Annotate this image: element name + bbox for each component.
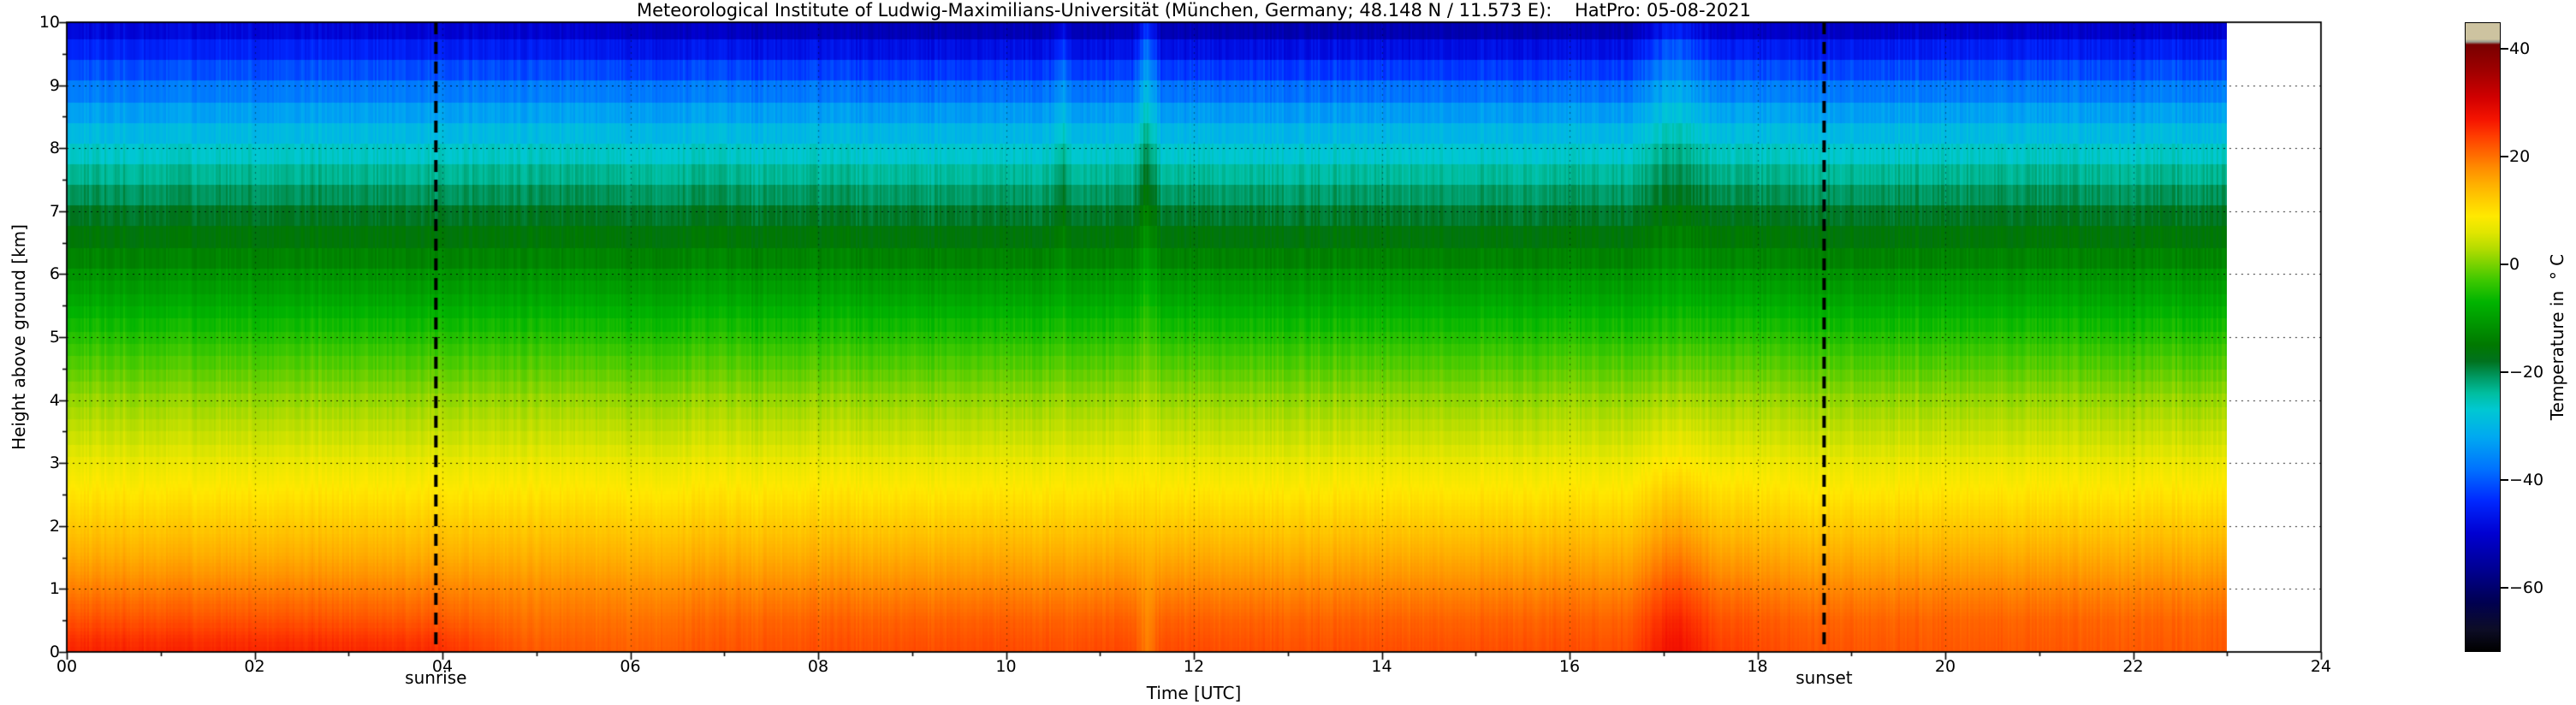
y-tick-label: 7 — [49, 201, 60, 221]
x-tick-label: 16 — [1558, 657, 1581, 676]
y-tick-label: 0 — [49, 643, 60, 661]
colorbar-tick-label: 40 — [2509, 39, 2531, 59]
y-tick-label: 10 — [39, 13, 60, 32]
x-tick-label: 02 — [244, 657, 265, 676]
y-tick-label: 4 — [49, 390, 60, 410]
y-tick-label: 9 — [49, 75, 60, 95]
sunset-label: sunset — [1795, 667, 1853, 688]
colorbar-tick — [2501, 156, 2508, 158]
y-tick-label: 3 — [49, 453, 60, 473]
colorbar-tick — [2501, 586, 2508, 589]
colorbar-tick-label: 20 — [2509, 147, 2531, 167]
x-tick-label: 00 — [56, 657, 78, 676]
colorbar-tick — [2501, 370, 2508, 373]
colorbar-tick — [2501, 48, 2508, 50]
x-tick-label: 06 — [620, 657, 641, 676]
x-tick-label: 14 — [1371, 657, 1392, 676]
colorbar-tick — [2501, 264, 2508, 266]
colorbar-tick-label: −40 — [2509, 470, 2544, 489]
y-tick-label: 1 — [49, 579, 60, 599]
y-axis-label: Height above ground [km] — [9, 224, 29, 450]
colorbar — [2465, 22, 2501, 652]
x-axis-label: Time [UTC] — [1146, 683, 1242, 703]
colorbar-label: Temperature in ° C — [2547, 253, 2567, 421]
x-tick-label: 24 — [2310, 657, 2332, 676]
x-tick-label: 22 — [2122, 657, 2144, 676]
x-tick-label: 12 — [1183, 657, 1205, 676]
x-tick-label: 18 — [1747, 657, 1768, 676]
y-tick-label: 5 — [49, 328, 60, 347]
colorbar-tick-label: −60 — [2509, 578, 2544, 597]
x-tick-label: 10 — [995, 657, 1017, 676]
y-tick-label: 6 — [49, 264, 60, 284]
y-tick-label: 8 — [49, 139, 60, 158]
colorbar-tick — [2501, 478, 2508, 481]
colorbar-tick-label: 0 — [2509, 255, 2520, 275]
x-tick-label: 20 — [1934, 657, 1956, 676]
colorbar-tick-label: −20 — [2509, 362, 2544, 382]
x-tick-label: 08 — [807, 657, 829, 676]
y-tick-label: 2 — [49, 516, 60, 536]
x-tick-label: 04 — [431, 657, 454, 676]
sunrise-label: sunrise — [405, 667, 467, 688]
